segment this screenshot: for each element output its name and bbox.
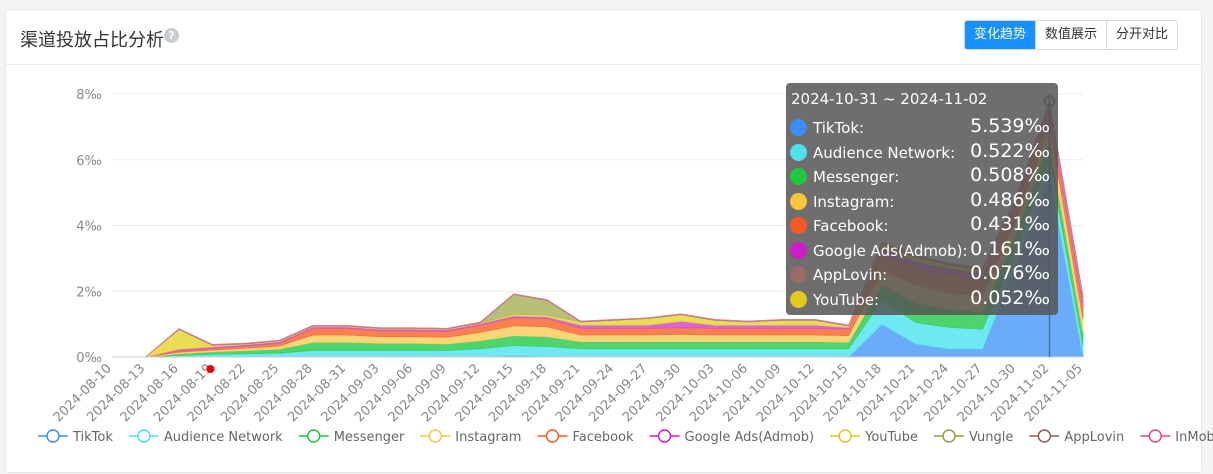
legend-item-inmobi[interactable]: InMobi: [1140, 429, 1213, 445]
tooltip-series-value: 5.539‰: [970, 115, 1050, 137]
legend-swatch-circle: [1037, 429, 1052, 443]
tooltip-series-name: Facebook:: [813, 217, 889, 235]
legend-label: TikTok: [72, 430, 113, 445]
legend-label: Audience Network: [164, 430, 283, 445]
tooltip-series-value: 0.522‰: [970, 139, 1050, 162]
legend-swatch-circle: [306, 429, 321, 443]
legend-swatch-circle: [46, 429, 60, 443]
tooltip-series-name: TikTok:: [813, 119, 865, 137]
tooltip-series-value: 0.052‰: [970, 286, 1050, 309]
tooltip-series-value: 0.431‰: [970, 213, 1050, 235]
tooltip-series-value: 0.076‰: [970, 262, 1050, 284]
legend-item-google-ads-admob-[interactable]: Google Ads(Admob): [649, 429, 815, 445]
tooltip-series-name: Instagram:: [813, 192, 895, 211]
y-tick-label: 0‰: [76, 351, 102, 366]
legend-item-instagram[interactable]: Instagram: [420, 429, 521, 445]
mode-compare-button[interactable]: 分开对比: [1106, 21, 1178, 49]
tooltip-range: 2024-10-31 ~ 2024-11-02: [791, 90, 988, 108]
tooltip-series-name: Messenger:: [813, 168, 900, 186]
legend-swatch-circle: [1148, 429, 1163, 443]
legend-swatch-circle: [545, 429, 560, 443]
legend-item-applovin[interactable]: AppLovin: [1029, 429, 1124, 445]
card-header: 渠道投放占比分析 ? 变化趋势 数值展示 分开对比: [6, 10, 1201, 65]
series-dot-icon: [790, 168, 807, 185]
tooltip-series-value: 0.486‰: [970, 188, 1050, 211]
series-dot-icon: [790, 290, 807, 308]
view-mode-switch[interactable]: 变化趋势 数值展示 分开对比: [964, 20, 1179, 50]
tooltip-row: YouTube: 0.052‰: [790, 286, 1054, 313]
card-title: 渠道投放占比分析: [20, 30, 164, 51]
tooltip-row: Audience Network: 0.522‰: [790, 139, 1054, 166]
legend-label: InMobi: [1175, 430, 1213, 445]
tooltip-series-name: Audience Network:: [813, 143, 956, 162]
tooltip-series-name: YouTube:: [813, 290, 880, 309]
series-dot-icon: [790, 266, 807, 283]
legend-swatch-circle: [942, 429, 956, 443]
legend-label: AppLovin: [1064, 430, 1124, 445]
legend-item-messenger[interactable]: Messenger: [298, 429, 405, 445]
tooltip-row: TikTok: 5.539‰: [790, 115, 1054, 141]
tooltip-row: Messenger: 0.508‰: [790, 164, 1054, 190]
legend-item-facebook[interactable]: Facebook: [537, 429, 634, 445]
mode-trend-button[interactable]: 变化趋势: [965, 21, 1036, 49]
legend-label: Facebook: [572, 430, 634, 445]
tooltip-series-name: AppLovin:: [813, 266, 888, 284]
legend-swatch-circle: [838, 429, 852, 443]
legend-label: Instagram: [455, 430, 521, 445]
tooltip-row: Google Ads(Admob): 0.161‰: [790, 237, 1054, 264]
legend-swatch-circle: [428, 429, 443, 443]
series-area-inmobi[interactable]: [112, 101, 1084, 358]
tooltip-series-name: Google Ads(Admob):: [813, 241, 968, 260]
series-dot-icon: [790, 241, 807, 259]
event-marker[interactable]: [206, 365, 215, 373]
tooltip-row: Facebook: 0.431‰: [790, 213, 1054, 239]
legend-item-vungle[interactable]: Vungle: [934, 429, 1013, 445]
y-tick-label: 4‰: [76, 220, 102, 235]
series-dot-icon: [790, 217, 807, 234]
legend-label: Messenger: [334, 430, 405, 445]
tooltip-row: Instagram: 0.486‰: [790, 188, 1054, 215]
legend-label: Google Ads(Admob): [685, 430, 815, 445]
legend-label: YouTube: [864, 430, 918, 445]
y-tick-label: 8‰: [76, 88, 102, 103]
tooltip-row: AppLovin: 0.076‰: [790, 262, 1054, 288]
legend-item-youtube[interactable]: YouTube: [830, 429, 918, 445]
legend-item-tiktok[interactable]: TikTok: [38, 429, 113, 445]
mode-values-button[interactable]: 数值展示: [1035, 21, 1107, 49]
y-tick-label: 2‰: [76, 285, 102, 300]
legend-label: Vungle: [969, 430, 1013, 445]
series-dot-icon: [790, 119, 807, 136]
tooltip-series-value: 0.508‰: [970, 164, 1050, 186]
help-icon[interactable]: ?: [164, 28, 179, 43]
y-tick-label: 6‰: [76, 154, 102, 169]
chart-tooltip: 2024-10-31 ~ 2024-11-02 TikTok: 5.539‰ Aud…: [786, 83, 1058, 315]
series-dot-icon: [790, 143, 807, 161]
legend-swatch-circle: [657, 429, 672, 443]
series-dot-icon: [790, 192, 807, 210]
tooltip-series-value: 0.161‰: [970, 237, 1050, 260]
legend-swatch-circle: [137, 429, 151, 443]
legend-item-audience-network[interactable]: Audience Network: [128, 429, 283, 445]
